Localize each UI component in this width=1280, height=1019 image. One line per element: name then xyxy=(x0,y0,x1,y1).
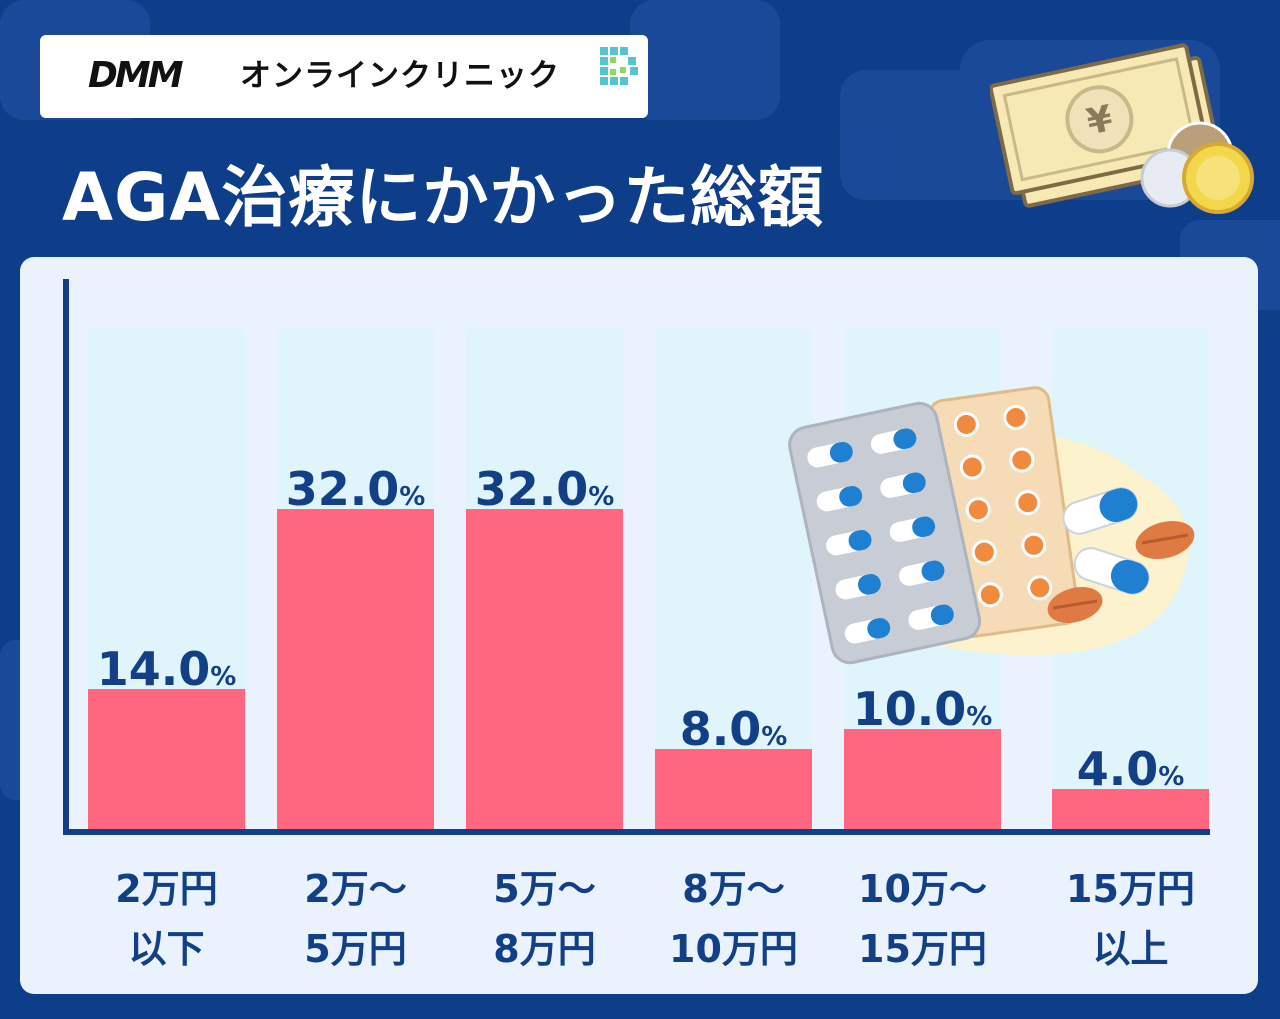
category-label-1-line-1: 2万円 xyxy=(115,867,217,911)
page-title: AGA治療にかかった総額 xyxy=(62,159,825,236)
category-label-5-line-2: 15万円 xyxy=(858,927,987,971)
speech-bubble-shape xyxy=(630,0,780,120)
bar-6 xyxy=(1052,789,1209,829)
yen-circle xyxy=(1065,85,1134,154)
value-unit: % xyxy=(966,702,992,732)
value-number: 14.0 xyxy=(97,642,211,696)
money-illustration: ¥ xyxy=(990,43,1254,214)
category-label-6-line-1: 15万円 xyxy=(1066,867,1195,911)
value-unit: % xyxy=(761,722,787,752)
value-label-6: 4.0% xyxy=(1077,742,1185,796)
value-label-2: 32.0% xyxy=(286,462,426,516)
bar-2 xyxy=(277,509,434,829)
logo-box: DMM オンラインクリニック xyxy=(40,35,648,118)
value-label-4: 8.0% xyxy=(680,702,788,756)
value-unit: % xyxy=(210,662,236,692)
bar-4 xyxy=(655,749,812,829)
capsule-sheet-icon xyxy=(788,401,982,665)
category-label-4-line-2: 10万円 xyxy=(669,927,798,971)
category-label-3-line-1: 5万～ xyxy=(493,867,595,911)
value-unit: % xyxy=(1158,762,1184,792)
value-number: 10.0 xyxy=(853,682,967,736)
bar-1 xyxy=(88,689,245,829)
gold-coin-inner xyxy=(1196,156,1240,200)
bar-chart: 14.0%32.0% 32.0%8.0%10.0%4.0% 2万円以下2万～5万円… xyxy=(63,279,1210,971)
category-label-5-line-1: 10万～ xyxy=(858,867,987,911)
value-number: 8.0 xyxy=(680,702,762,756)
bar-5 xyxy=(844,729,1001,829)
category-label-2-line-1: 2万～ xyxy=(304,867,406,911)
medicine-illustration xyxy=(788,386,1195,665)
value-number: 4.0 xyxy=(1077,742,1159,796)
logo-text: オンラインクリニック xyxy=(240,58,560,94)
value-unit: % xyxy=(399,482,425,512)
value-label-1: 14.0% xyxy=(97,642,237,696)
bar-3 xyxy=(466,509,623,829)
column-background-4 xyxy=(655,329,812,829)
category-label-6-line-2: 以上 xyxy=(1092,927,1168,971)
category-label-3-line-2: 8万円 xyxy=(493,927,595,971)
category-label-1-line-2: 以下 xyxy=(128,927,204,971)
dmm-logo-word: DMM xyxy=(88,55,184,96)
value-number: 32.0 xyxy=(286,462,400,516)
value-unit: % xyxy=(588,482,614,512)
value-label-5: 10.0% xyxy=(853,682,993,736)
value-label-3: 32.0% xyxy=(475,462,615,516)
d-logo-icon xyxy=(600,47,638,85)
category-label-4-line-1: 8万～ xyxy=(682,867,784,911)
category-label-2-line-2: 5万円 xyxy=(304,927,406,971)
value-number: 32.0 xyxy=(475,462,589,516)
